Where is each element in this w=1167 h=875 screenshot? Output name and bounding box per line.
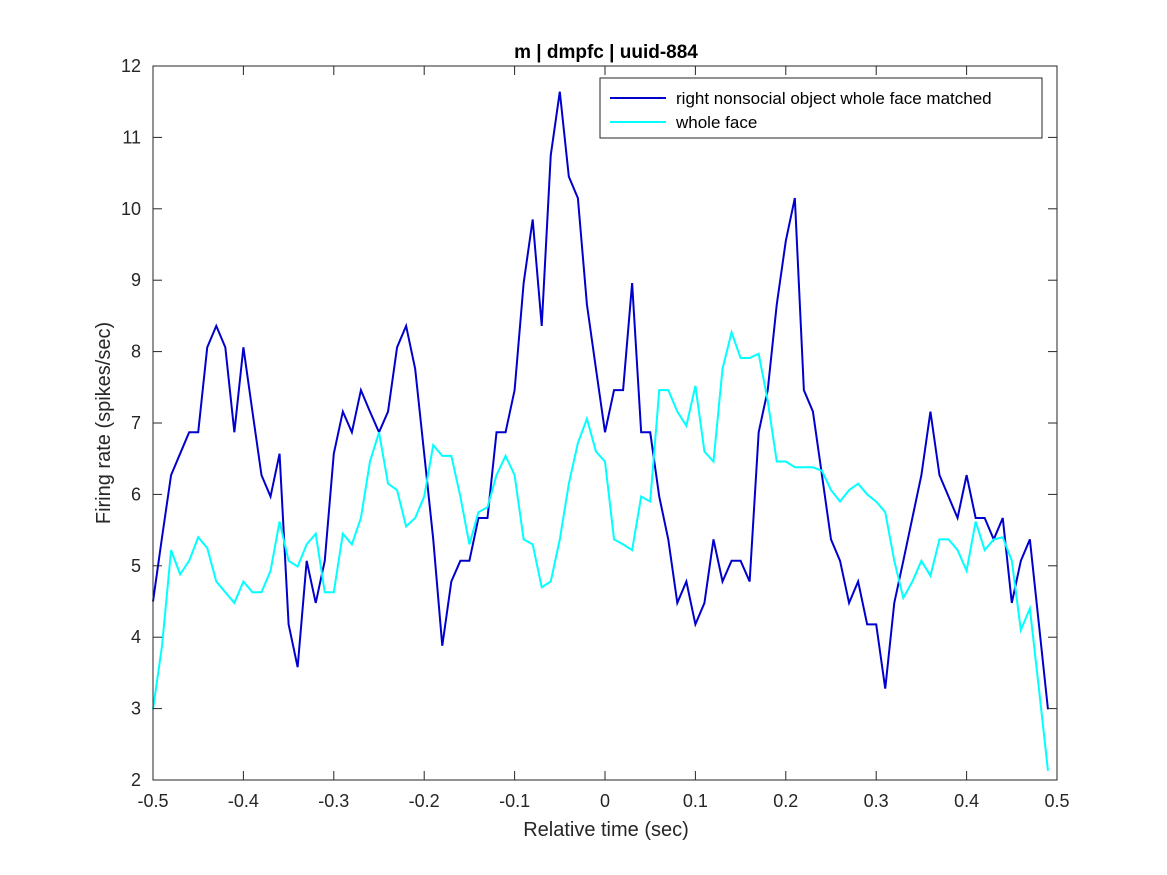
y-tick-label: 3: [131, 699, 141, 719]
y-tick-label: 2: [131, 770, 141, 790]
plot-area: [153, 66, 1057, 780]
legend-label: right nonsocial object whole face matche…: [676, 89, 992, 108]
x-axis-label: Relative time (sec): [523, 819, 689, 841]
y-axis: 2 3 4 5 6 7 8 9 10 11 12: [121, 56, 1057, 790]
series-line-2: [152, 328, 1049, 771]
legend-label: whole face: [675, 113, 757, 132]
x-tick-label: -0.5: [137, 791, 168, 811]
series-layer: [152, 91, 1049, 771]
x-tick-label: -0.1: [499, 791, 530, 811]
legend-box: [599, 77, 1043, 139]
x-tick-label: 0.2: [773, 791, 798, 811]
y-tick-label: 7: [131, 413, 141, 433]
x-tick-label: 0.3: [864, 791, 889, 811]
x-tick-label: -0.4: [228, 791, 259, 811]
x-tick-label: 0: [600, 791, 610, 811]
y-tick-label: 5: [131, 556, 141, 576]
x-tick-label: -0.2: [409, 791, 440, 811]
x-tick-label: -0.3: [318, 791, 349, 811]
y-tick-label: 8: [131, 342, 141, 362]
chart-title: m | dmpfc | uuid-884: [514, 42, 698, 63]
legend: right nonsocial object whole face matche…: [599, 77, 1043, 139]
x-axis: -0.5 -0.4 -0.3 -0.2 -0.1 0 0.1 0.2 0.3 0.4 0.5: [137, 66, 1070, 811]
x-tick-label: 0.4: [954, 791, 979, 811]
y-axis-label: Firing rate (spikes/sec): [93, 322, 115, 524]
y-tick-label: 11: [122, 127, 141, 147]
y-tick-label: 10: [121, 199, 141, 219]
y-tick-label: 4: [131, 627, 141, 647]
x-tick-label: 0.1: [683, 791, 708, 811]
x-tick-label: 0.5: [1044, 791, 1069, 811]
y-tick-label: 6: [131, 484, 141, 504]
y-tick-label: 12: [121, 56, 141, 76]
y-tick-label: 9: [131, 270, 141, 290]
